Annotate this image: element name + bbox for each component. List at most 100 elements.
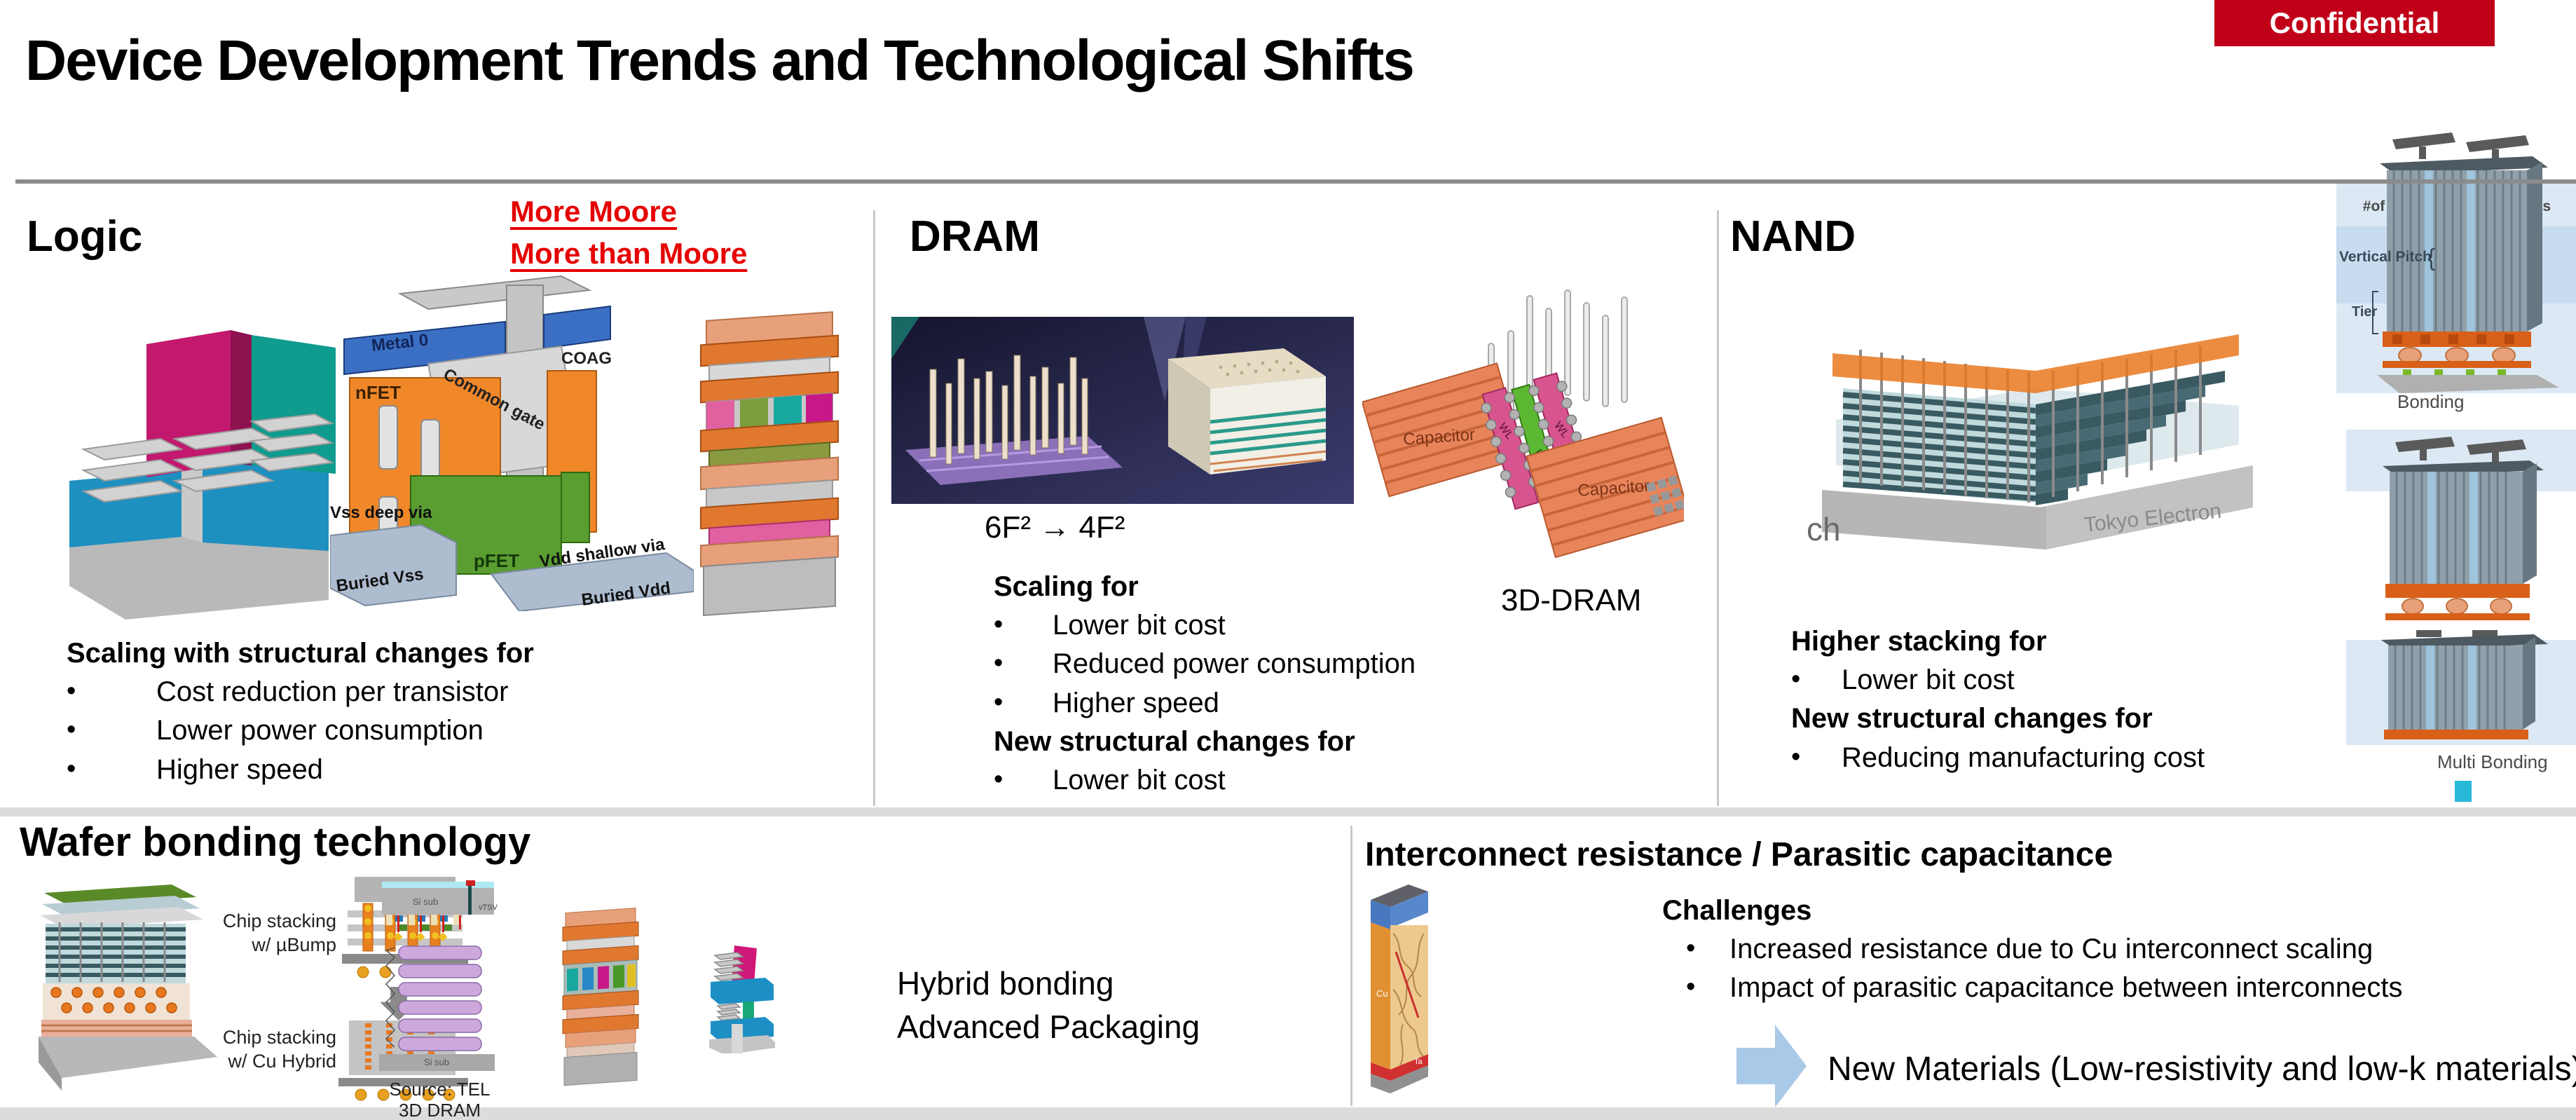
page-title: Device Development Trends and Technologi… [25, 29, 1415, 93]
tel-caption-line1: Source: TEL [389, 1079, 491, 1100]
dram-3d-illustration: Capacitor WL BL WL [1361, 289, 1692, 589]
tel-caption: Source: TEL 3D DRAM structure [364, 1079, 515, 1120]
cuhybrid-label-line1: Chip stacking [222, 1027, 336, 1048]
ubump-label-line2: w/ µBump [252, 934, 336, 955]
bonded-column-illustration [561, 905, 640, 1091]
wafer-summary-line2: Advanced Packaging [897, 1009, 1200, 1046]
dram-bullet-3: Higher speed [1053, 687, 1219, 718]
divider-top-bottom [0, 807, 2576, 817]
stacked-device-icon [700, 311, 839, 617]
interconnect-challenges-heading: Challenges [1662, 895, 1812, 926]
confidential-label: Confidential [2269, 6, 2440, 39]
nand-bullet-1: Lower bit cost [1842, 664, 2015, 696]
cfet-illustration: Metal 0 Common gate COAG nFET pFET Vss d… [329, 273, 694, 615]
divider-wafer-interconnect [1350, 826, 1352, 1106]
list-item: • Reducing manufacturing cost [1791, 739, 2562, 777]
list-item: • Lower bit cost [994, 606, 1701, 645]
bullet-dot: • [1686, 934, 1696, 964]
wafer-summary: Hybrid bonding Advanced Packaging [897, 962, 1200, 1049]
dram-header: DRAM [910, 212, 1040, 261]
cu-label: Cu [1376, 988, 1388, 999]
dram-structural-bullet-1: Lower bit cost [1053, 764, 1226, 795]
bullet-dot: • [67, 753, 76, 784]
list-item: • Lower bit cost [994, 761, 1701, 800]
nand-stack-illustration: Tokyo Electron [1804, 322, 2262, 560]
cuhybrid-label: Chip stacking w/ Cu Hybrid [203, 1026, 336, 1074]
bonded-column-icon [562, 908, 639, 1086]
tel-caption-line2: 3D DRAM structure [398, 1099, 481, 1120]
cfet-vss-deep-via-label: Vss deep via [330, 503, 432, 522]
vertical-pitch-label: Vertical Pitch [2339, 249, 2432, 265]
logic-bullet-3: Higher speed [156, 753, 323, 785]
nand-text-block: Higher stacking for • Lower bit cost New… [1791, 622, 2562, 777]
interconnect-bullet-1: Increased resistance due to Cu interconn… [1729, 934, 2373, 965]
nand-bonding-icon: #of memory holes b/w slits [2336, 132, 2576, 393]
dram-cell-array-illustration [891, 317, 1354, 507]
logic-bullet-1: Cost reduction per transistor [156, 676, 509, 708]
nand-multi-bonding-caption: Multi Bonding [2437, 751, 2548, 772]
list-item: • Lower bit cost [1791, 661, 2562, 699]
dram-structural-heading: New structural changes for [994, 725, 1355, 757]
tel-si-sub-bottom-label: Si sub [424, 1057, 449, 1067]
bullet-dot: • [994, 687, 1003, 717]
nand-fragment-label: ch [1807, 511, 1841, 547]
interconnect-header: Interconnect resistance / Parasitic capa… [1365, 836, 2113, 873]
wafer-stack-icon [39, 885, 217, 1091]
ta-label: Ta [1414, 1058, 1423, 1066]
bullet-dot: • [994, 648, 1003, 678]
gaa-transistor-illustration [41, 306, 338, 623]
wafer-summary-line1: Hybrid bonding [897, 965, 1114, 1002]
nand-multi-bonding-illustration [2346, 430, 2576, 749]
bullet-dot: • [994, 610, 1003, 640]
cyan-marker [2455, 781, 2472, 802]
list-item: • Lower power consumption [67, 711, 851, 750]
stacked-device-illustration [694, 301, 845, 631]
cfet-pfet-label: pFET [474, 550, 519, 571]
bullet-dot: • [1686, 972, 1696, 1002]
divider-dram-nand [1717, 210, 1719, 806]
dram-3d-icon: Capacitor WL BL WL [1361, 289, 1692, 559]
bullet-dot: • [67, 676, 76, 706]
list-item: • Impact of parasitic capacitance betwee… [1662, 969, 2566, 1007]
hybrid-chip-icon [709, 945, 775, 1053]
nand-structural-heading: New structural changes for [1791, 703, 2153, 735]
dram-cell-array-icon [891, 317, 1354, 504]
dram-scaling-heading: Scaling for [994, 571, 1139, 602]
tel-vtsv-label: vTSV [479, 903, 498, 912]
dram-bullet-2: Reduced power consumption [1053, 648, 1416, 680]
interconnect-bullet-2: Impact of parasitic capacitance between … [1729, 972, 2403, 1004]
ubump-label-line1: Chip stacking [222, 910, 336, 931]
cfet-icon: Metal 0 Common gate COAG nFET pFET Vss d… [329, 275, 694, 613]
cfet-nfet-label: nFET [355, 382, 401, 403]
cfet-coag-label: COAG [561, 349, 612, 368]
list-item: • Higher speed [67, 751, 851, 789]
list-item: • Reduced power consumption [994, 645, 1701, 683]
logic-header: Logic [27, 212, 143, 261]
interconnect-text-block: Challenges • Increased resistance due to… [1662, 892, 2566, 1008]
bottom-bar [0, 1107, 2576, 1120]
nand-stack-icon: Tokyo Electron [1822, 334, 2253, 549]
title-underline [15, 179, 2576, 184]
nand-bonding-illustration: #of memory holes b/w slits [2336, 78, 2576, 397]
nand-stacking-heading: Higher stacking for [1791, 626, 2047, 657]
nand-bonding-caption: Bonding [2397, 391, 2465, 412]
cu-interconnect-icon: Cu Ta [1371, 885, 1428, 1093]
cu-interconnect-illustration: Cu Ta [1368, 885, 1431, 1100]
wafer-stack-illustration [25, 880, 231, 1094]
list-item: • Increased resistance due to Cu interco… [1662, 930, 2566, 969]
gaa-transistor-icon [69, 330, 336, 620]
tel-3d-dram-diagram: Si sub vTSV Si sub [376, 880, 500, 1080]
dram-bullet-1: Lower bit cost [1053, 610, 1226, 641]
confidential-badge: Confidential [2214, 0, 2495, 46]
vertical-pitch-brace: { [2427, 245, 2435, 271]
nand-header: NAND [1730, 212, 1856, 261]
tier-label: Tier [2352, 304, 2378, 320]
tel-3d-dram-icon: Si sub vTSV Si sub [379, 880, 498, 1071]
right-arrow-icon [1736, 1025, 1807, 1107]
bullet-dot: • [994, 764, 1003, 794]
logic-annotation: More Moore More than Moore [510, 191, 747, 274]
ubump-label: Chip stacking w/ µBump [210, 910, 336, 957]
logic-bullet-2: Lower power consumption [156, 715, 484, 746]
logic-scaling-heading: Scaling with structural changes for [67, 638, 534, 669]
dram-3d-caption: 3D-DRAM [1501, 583, 1642, 617]
